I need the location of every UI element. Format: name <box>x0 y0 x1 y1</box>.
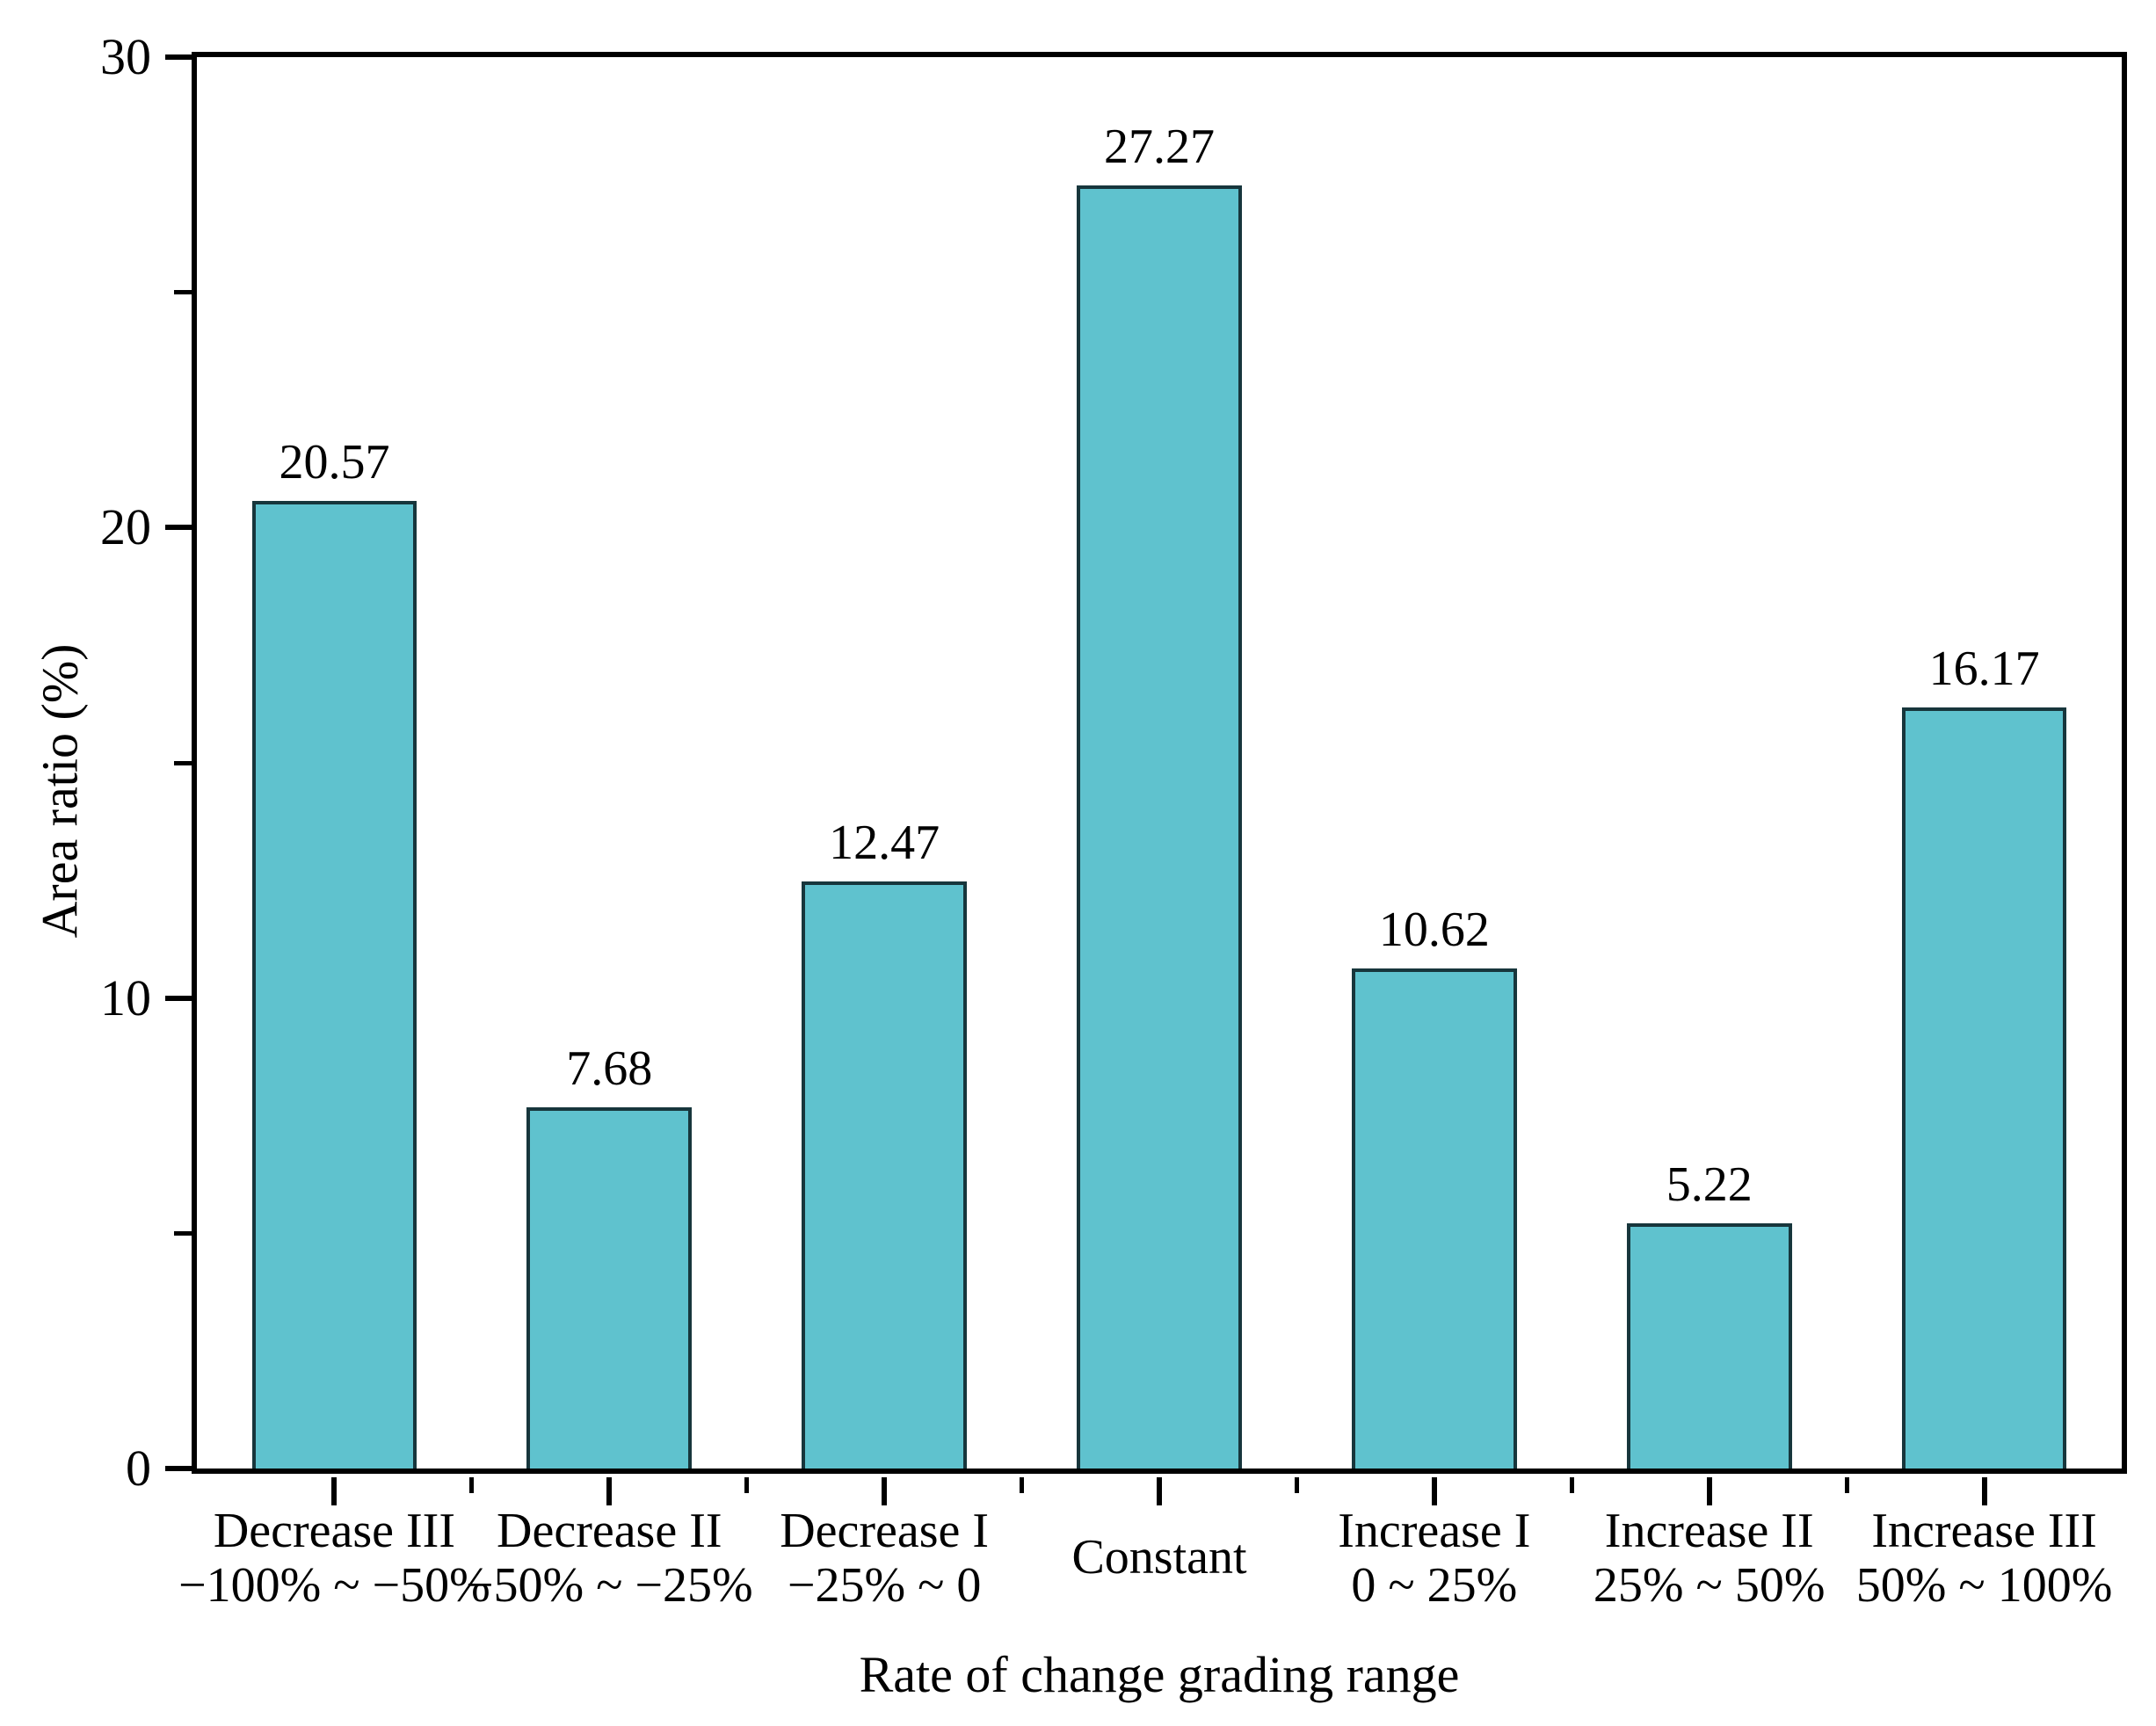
x-major-tick <box>1706 1477 1712 1505</box>
y-minor-tick <box>174 760 192 765</box>
x-axis-title: Rate of change grading range <box>859 1646 1460 1703</box>
x-minor-tick <box>744 1477 750 1493</box>
bar <box>802 881 967 1469</box>
y-major-tick <box>165 54 192 60</box>
x-tick-label-line1: Increase I <box>1338 1504 1531 1558</box>
y-tick-label: 0 <box>126 1440 151 1497</box>
x-minor-tick <box>1020 1477 1025 1493</box>
bar-value-label: 27.27 <box>1104 120 1215 175</box>
x-tick-label-line1: Increase III <box>1871 1504 2097 1558</box>
x-tick-label: Increase II 25% ~ 50% <box>1553 1504 1866 1613</box>
x-major-tick <box>331 1477 338 1505</box>
x-minor-tick <box>1294 1477 1299 1493</box>
x-tick-label: Constant <box>1003 1530 1316 1585</box>
bar <box>1352 968 1517 1469</box>
y-major-tick <box>165 995 192 1001</box>
bar <box>526 1106 693 1469</box>
x-tick-label-line1: Decrease III <box>213 1504 455 1558</box>
x-tick-label-line2: −100% ~ −50% <box>178 1558 490 1613</box>
x-tick-label: Increase III 50% ~ 100% <box>1828 1504 2141 1613</box>
x-tick-label-line2: −25% ~ 0 <box>787 1558 982 1613</box>
x-major-tick <box>1981 1477 1987 1505</box>
bar-value-label: 7.68 <box>566 1041 653 1096</box>
x-tick-label: Decrease II −50% ~ −25% <box>453 1504 766 1613</box>
y-major-tick <box>165 1466 192 1471</box>
x-tick-label-line2: 25% ~ 50% <box>1593 1558 1826 1613</box>
x-tick-label-line1: Decrease II <box>497 1504 722 1558</box>
x-tick-label-line1: Increase II <box>1604 1504 1814 1558</box>
x-tick-label-line2: 0 ~ 25% <box>1351 1558 1518 1613</box>
bar-value-label: 20.57 <box>279 434 390 490</box>
bar-value-label: 5.22 <box>1666 1157 1753 1212</box>
plot-area: 20.57 7.68 12.47 27.27 10.62 5.22 16.17 <box>165 52 2127 1505</box>
bar <box>1901 707 2067 1469</box>
x-tick-label-line2: 50% ~ 100% <box>1855 1558 2113 1613</box>
y-minor-tick <box>174 1230 192 1236</box>
bar <box>1626 1222 1792 1469</box>
y-tick-label: 30 <box>100 28 151 85</box>
bar <box>1077 185 1242 1469</box>
y-axis-title: Area ratio (%) <box>31 643 89 939</box>
x-major-tick <box>882 1477 888 1505</box>
x-minor-tick <box>1569 1477 1574 1493</box>
bar <box>251 500 417 1469</box>
y-tick-label: 20 <box>100 498 151 556</box>
x-tick-label: Decrease III −100% ~ −50% <box>178 1504 490 1613</box>
x-minor-tick <box>469 1477 475 1493</box>
x-major-tick <box>606 1477 613 1505</box>
x-tick-label: Decrease I −25% ~ 0 <box>728 1504 1041 1613</box>
x-major-tick <box>1431 1477 1437 1505</box>
bar-value-label: 12.47 <box>829 816 940 871</box>
y-tick-label: 10 <box>100 968 151 1026</box>
x-minor-tick <box>1844 1477 1849 1493</box>
x-tick-label-line1: Constant <box>1071 1530 1247 1585</box>
bar-value-label: 16.17 <box>1928 642 2040 697</box>
y-minor-tick <box>174 290 192 295</box>
y-major-tick <box>165 525 192 531</box>
x-tick-label-line1: Decrease I <box>780 1504 990 1558</box>
x-tick-label-line2: −50% ~ −25% <box>465 1558 753 1613</box>
bar-value-label: 10.62 <box>1378 903 1490 958</box>
x-major-tick <box>1157 1477 1162 1505</box>
